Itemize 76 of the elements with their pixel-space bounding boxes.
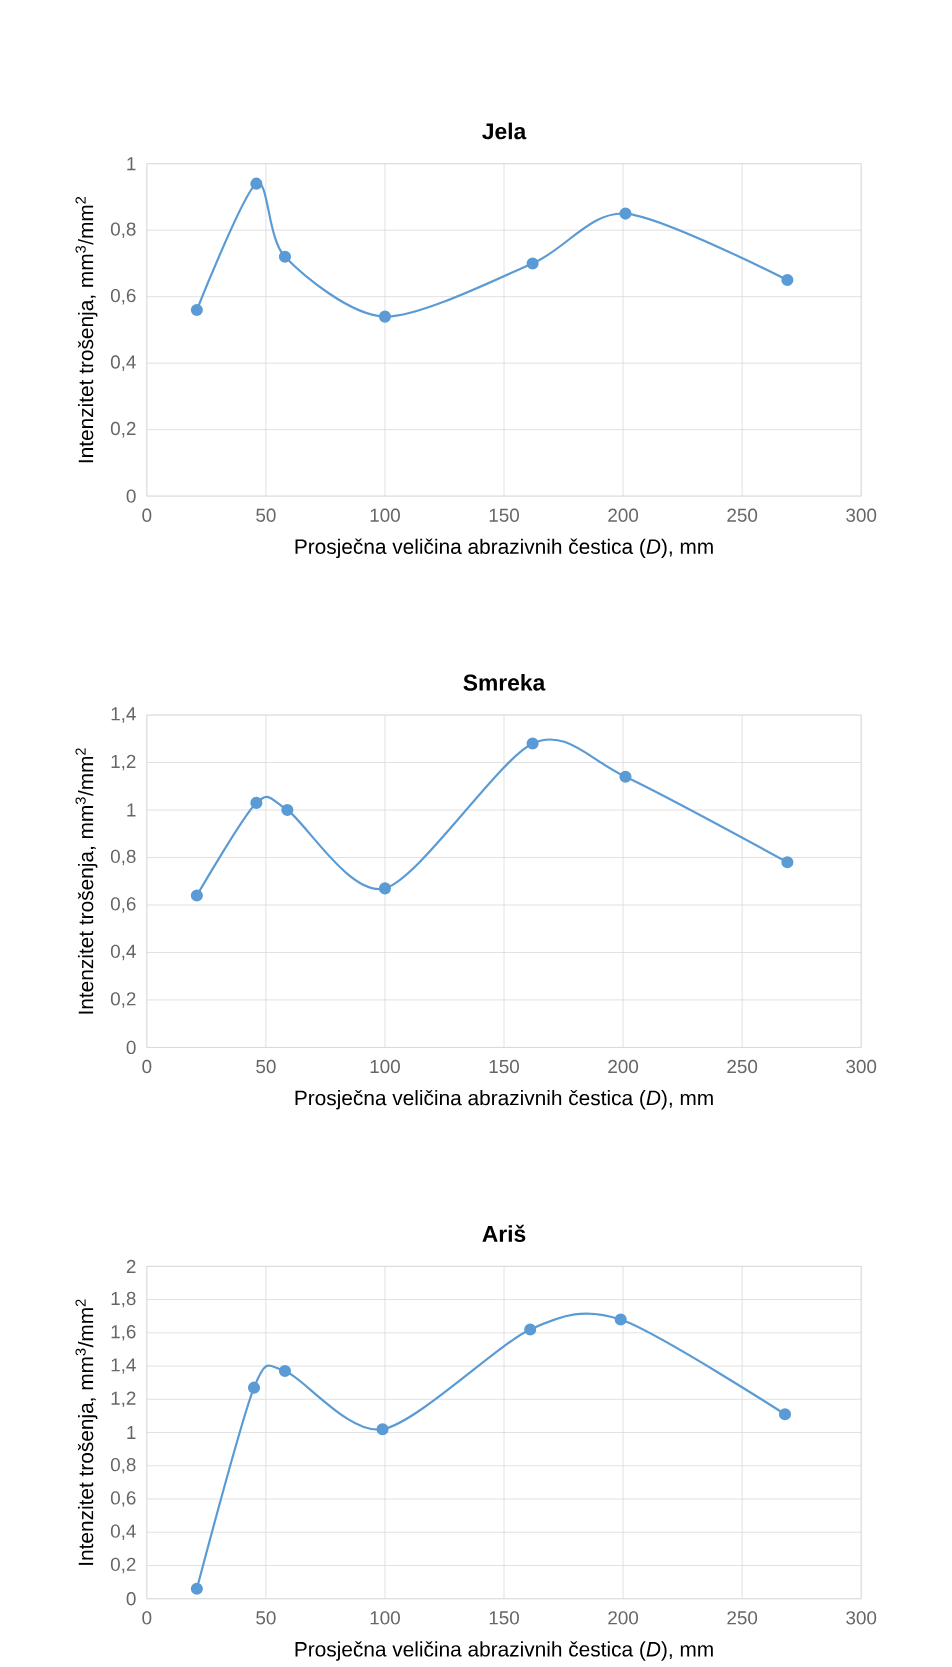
point [523, 1323, 537, 1336]
chart-title: Jela [481, 122, 527, 140]
x-tick-label: 200 [608, 1059, 638, 1074]
x-tick-label: 0 [142, 1059, 152, 1074]
point [778, 1408, 791, 1421]
y-axis-title: Intenzitet trošenja, mm$^{3}$/mm$^{2}$ [75, 1299, 98, 1565]
x-tick-label: 250 [727, 1059, 757, 1074]
point [619, 770, 632, 783]
x-tick-label: 150 [489, 508, 519, 522]
point [281, 803, 294, 817]
x-tick-label: 0 [142, 1611, 152, 1625]
y-tick-label: 1 [127, 803, 136, 817]
y-tick-label: 0,2 [110, 1557, 136, 1574]
y-tick-label: 0,2 [110, 421, 136, 438]
x-tick-label: 300 [845, 508, 876, 522]
y-tick-label: 1,2 [111, 1391, 136, 1408]
chart-title: Ariš [482, 1224, 526, 1242]
y-tick-label: 1,8 [111, 1291, 136, 1308]
point [250, 796, 263, 809]
point [526, 257, 539, 270]
x-tick-label: 150 [489, 1059, 519, 1074]
point [781, 856, 794, 869]
x-tick-label: 200 [608, 508, 638, 522]
y-tick-label: 1 [127, 157, 136, 171]
x-axis-title: Prosječna veličina abrazivnih čestica (D), mm [295, 1089, 713, 1110]
y-tick-label: 1,6 [111, 1325, 136, 1341]
y-tick-label: 1,4 [111, 1358, 136, 1374]
x-tick-label: 100 [370, 1059, 400, 1074]
point [378, 310, 391, 323]
x-tick-label: 250 [727, 1611, 757, 1625]
y-tick-label: 0,4 [110, 355, 136, 371]
y-tick-label: 0 [126, 1592, 136, 1606]
point [190, 1582, 203, 1595]
y-tick-label: 0,8 [110, 849, 136, 866]
point [378, 882, 391, 895]
x-tick-label: 100 [370, 1611, 400, 1625]
point [526, 737, 539, 750]
y-tick-label: 1,2 [111, 754, 136, 771]
point [376, 1423, 389, 1436]
x-tick-label: 300 [845, 1611, 876, 1625]
x-tick-label: 300 [845, 1059, 876, 1074]
y-tick-label: 0,4 [110, 944, 136, 961]
y-axis-title: Intenzitet trošenja, mm$^{3}$/mm$^{2}$ [75, 748, 98, 1014]
x-tick-label: 200 [608, 1611, 638, 1625]
y-tick-label: 0,8 [110, 1457, 136, 1474]
y-tick-label: 1,4 [111, 707, 136, 723]
point [190, 303, 203, 317]
point [190, 889, 203, 902]
point [278, 250, 291, 263]
x-axis-title: Prosječna veličina abrazivnih čestica (D), mm [295, 538, 713, 559]
y-axis-title: Intenzitet trošenja, mm$^{3}$/mm$^{2}$ [75, 196, 98, 463]
y-tick-label: 0,6 [110, 288, 136, 305]
y-tick-label: 0,6 [110, 1491, 136, 1507]
point [278, 1365, 291, 1378]
chart-title: Smreka [463, 673, 546, 691]
y-tick-label: 2 [126, 1259, 136, 1273]
x-axis-title: Prosječna veličina abrazivnih čestica (D), mm [295, 1641, 713, 1661]
y-tick-label: 0,6 [110, 897, 136, 913]
x-tick-label: 50 [255, 1611, 276, 1625]
y-tick-label: 0 [126, 489, 136, 503]
x-tick-label: 100 [370, 508, 400, 522]
point [619, 207, 632, 220]
x-tick-label: 150 [489, 1611, 519, 1625]
y-tick-label: 1 [127, 1426, 136, 1440]
y-tick-label: 0,4 [110, 1524, 136, 1541]
x-tick-label: 250 [727, 508, 757, 522]
x-tick-label: 50 [255, 508, 276, 522]
y-tick-label: 0,2 [110, 992, 136, 1008]
point [614, 1313, 627, 1326]
x-tick-label: 50 [255, 1059, 276, 1074]
point [781, 274, 794, 287]
point [250, 177, 263, 190]
y-tick-label: 0,8 [110, 222, 136, 238]
point [247, 1381, 260, 1394]
x-tick-label: 0 [142, 508, 152, 522]
y-tick-label: 0 [126, 1040, 136, 1055]
